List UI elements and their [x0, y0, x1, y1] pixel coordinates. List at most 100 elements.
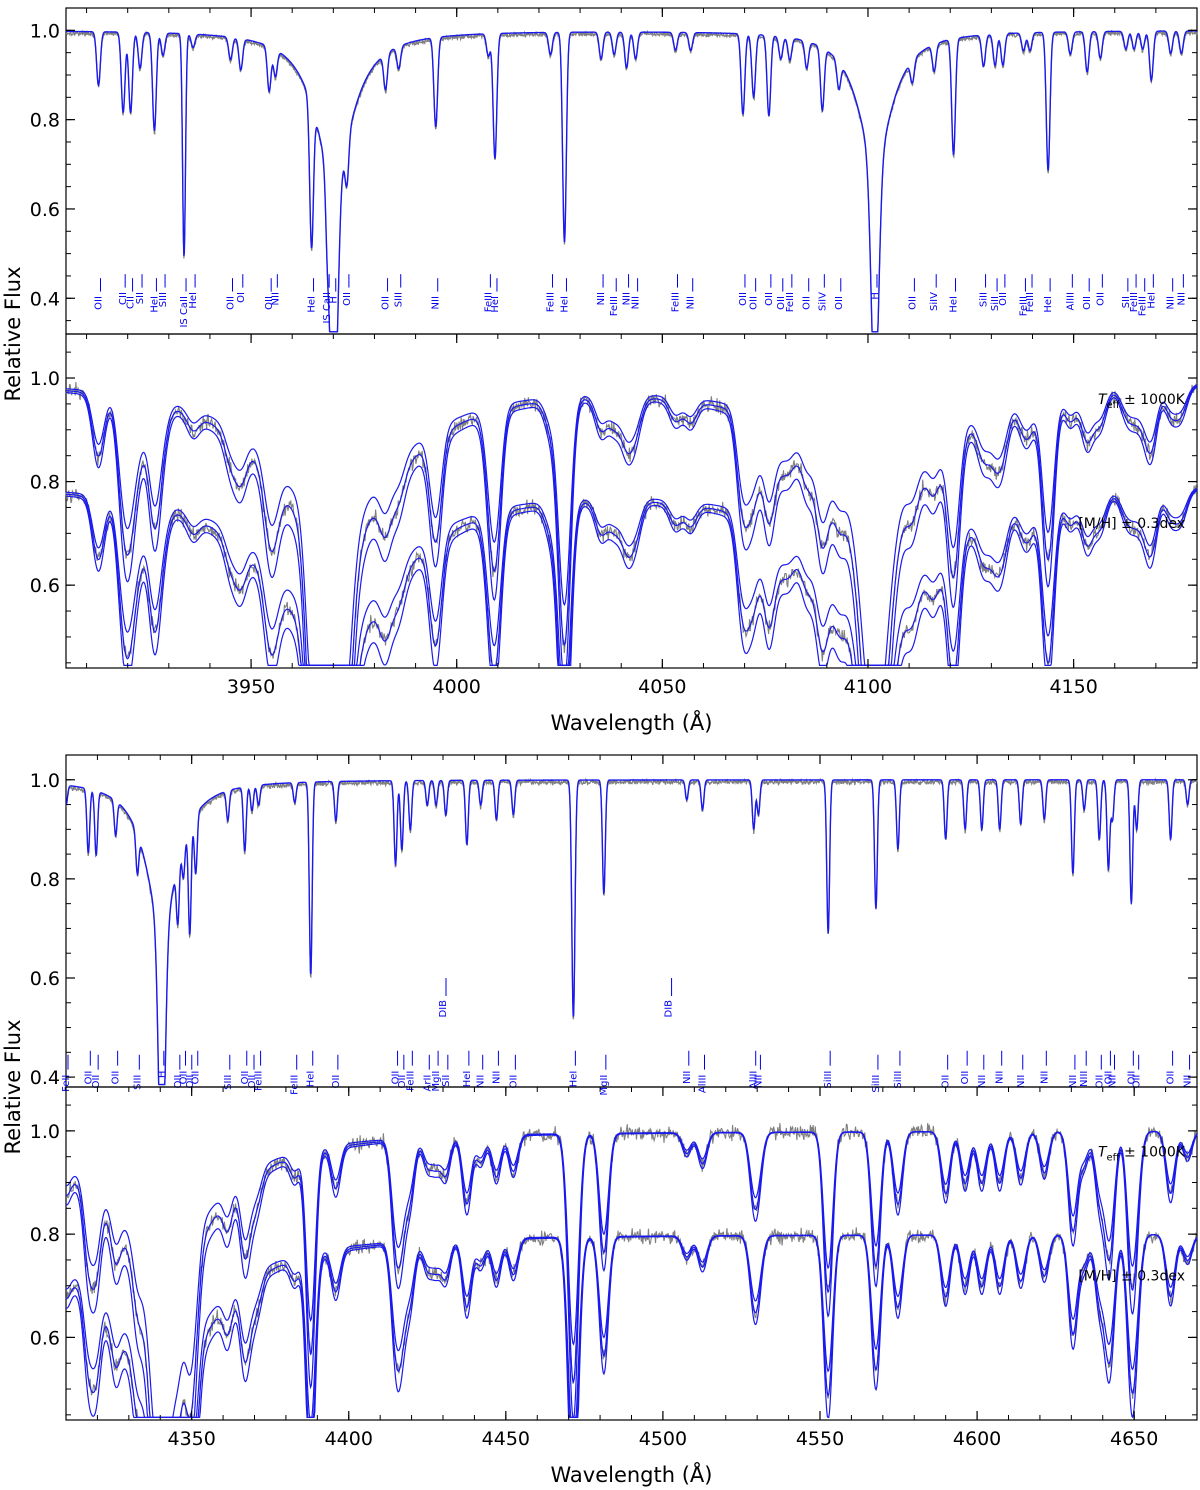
- line-id-label: NII: [995, 1071, 1006, 1084]
- observed-spectrum-top: [65, 28, 1198, 333]
- metallicity-annotation: [M/H] ± 0.3dex: [1078, 516, 1185, 532]
- line-id-label: NII: [1166, 296, 1177, 309]
- line-id-label: OII: [111, 1071, 122, 1085]
- line-id-label: OII: [185, 1075, 196, 1089]
- line-id-label: FeIII: [483, 292, 494, 312]
- line-id-label: SiIII: [871, 1075, 882, 1093]
- line-id-label: OII: [91, 1075, 102, 1089]
- line-id-label: OII: [331, 1075, 342, 1089]
- line-id-label: OII: [802, 296, 813, 310]
- line-id-label: SiII: [990, 296, 1001, 311]
- dib-label: DIB: [664, 1000, 675, 1018]
- x-tick-label: 3950: [227, 676, 275, 698]
- model-spectrum-bottom: [65, 490, 1198, 667]
- teff-annotation: Teff ± 1000K: [1098, 392, 1186, 411]
- y-tick-label-bottom: 0.8: [30, 472, 60, 494]
- model-spectrum-bottom: [65, 1234, 1198, 1419]
- line-id-label: SII: [441, 1075, 452, 1087]
- line-id-label: OII: [178, 1071, 189, 1085]
- line-id-label: SII: [135, 292, 146, 304]
- line-id-label: MgII: [599, 1075, 610, 1096]
- line-id-label: SiIV: [929, 292, 940, 311]
- teff-annotation: Teff ± 1000K: [1098, 1145, 1186, 1164]
- line-id-label: SiIII: [823, 1071, 834, 1089]
- line-id-label: NII: [686, 296, 697, 309]
- bottom-panel-frame: [65, 333, 1198, 669]
- line-id-label: OII: [1095, 292, 1106, 306]
- line-id-label: HeI: [1146, 292, 1157, 309]
- line-id-label: HeI: [559, 296, 570, 313]
- line-id-label: MgII: [431, 1071, 442, 1092]
- model-spectrum-bottom: [65, 489, 1198, 667]
- model-spectrum-bottom: [65, 1131, 1198, 1419]
- line-id-label: IS CaII: [179, 296, 190, 327]
- x-tick-label: 4050: [638, 676, 686, 698]
- line-id-label: AlIII: [749, 1071, 760, 1089]
- line-id-label: OII: [342, 292, 353, 306]
- y-tick-label-top: 0.6: [30, 968, 60, 990]
- line-id-label: NII: [753, 1075, 764, 1088]
- line-id-label: OII: [83, 1071, 94, 1085]
- x-axis-title: Wavelength (Å): [550, 709, 712, 735]
- x-tick-label: 4150: [1049, 676, 1097, 698]
- line-id-label: FeIII: [405, 1071, 416, 1091]
- model-spectrum-top: [65, 779, 1197, 1086]
- line-id-label: NII: [270, 292, 281, 305]
- line-id-label: NII: [491, 1071, 502, 1084]
- line-id-label: FeIII: [609, 296, 620, 316]
- line-id-label: NII: [977, 1075, 988, 1088]
- y-axis-title: Relative Flux: [1, 266, 25, 401]
- line-id-label: HeI: [1043, 296, 1054, 313]
- x-tick-label: 4000: [433, 676, 481, 698]
- line-id-label: SiII: [979, 292, 990, 307]
- line-id-label: OII: [191, 1071, 202, 1085]
- x-tick-label: 4100: [844, 676, 892, 698]
- line-id-label: H: [329, 296, 340, 304]
- line-id-label: FeIII: [1018, 296, 1029, 316]
- line-id-label: OII: [508, 1075, 519, 1089]
- model-spectrum-bottom: [65, 384, 1198, 667]
- line-id-label: SiIII: [893, 1071, 904, 1089]
- line-id-label: H: [870, 292, 881, 300]
- y-axis-title: Relative Flux: [1, 1019, 25, 1154]
- line-id-label: AlIII: [698, 1075, 709, 1093]
- line-id-label: ArII: [422, 1075, 433, 1092]
- line-id-label: NII: [1068, 1075, 1079, 1088]
- line-id-label: HeI: [490, 296, 501, 313]
- line-id-label: SIII: [132, 1075, 143, 1090]
- line-id-label: HeI: [307, 296, 318, 313]
- line-id-label: NII: [1183, 1075, 1194, 1088]
- line-id-label: OII: [960, 1071, 971, 1085]
- line-id-label: OII: [391, 1071, 402, 1085]
- line-id-label: OII: [749, 296, 760, 310]
- line-id-label: FeIII: [290, 1075, 301, 1095]
- x-tick-label: 4400: [325, 1428, 373, 1450]
- line-id-label: NII: [476, 1075, 487, 1088]
- line-id-label: OII: [738, 292, 749, 306]
- dib-label: DIB: [438, 1000, 449, 1018]
- line-id-label: OII: [173, 1075, 184, 1089]
- x-tick-label: 4550: [796, 1428, 844, 1450]
- line-id-label: SIII: [394, 292, 405, 307]
- line-id-label: OII: [776, 296, 787, 310]
- y-tick-label-bottom: 1.0: [30, 368, 60, 390]
- line-id-label: OII: [247, 1075, 258, 1089]
- line-id-label: CII: [126, 296, 137, 309]
- line-id-label: FeIII: [1025, 292, 1036, 312]
- line-id-label: FeII: [61, 1075, 72, 1092]
- line-id-label: SiIV: [817, 292, 828, 311]
- line-id-label: AlIII: [1065, 292, 1076, 310]
- x-tick-label: 4350: [167, 1428, 215, 1450]
- line-id-label: OII: [941, 1075, 952, 1089]
- line-id-label: HeI: [188, 292, 199, 309]
- line-id-label: FeIII: [1129, 292, 1140, 312]
- line-id-label: HeI: [306, 1071, 317, 1088]
- line-id-label: HeI: [462, 1071, 473, 1088]
- line-id-label: SIII: [223, 1075, 234, 1090]
- line-id-label: SII: [1121, 296, 1132, 308]
- y-tick-label-bottom: 0.8: [30, 1224, 60, 1246]
